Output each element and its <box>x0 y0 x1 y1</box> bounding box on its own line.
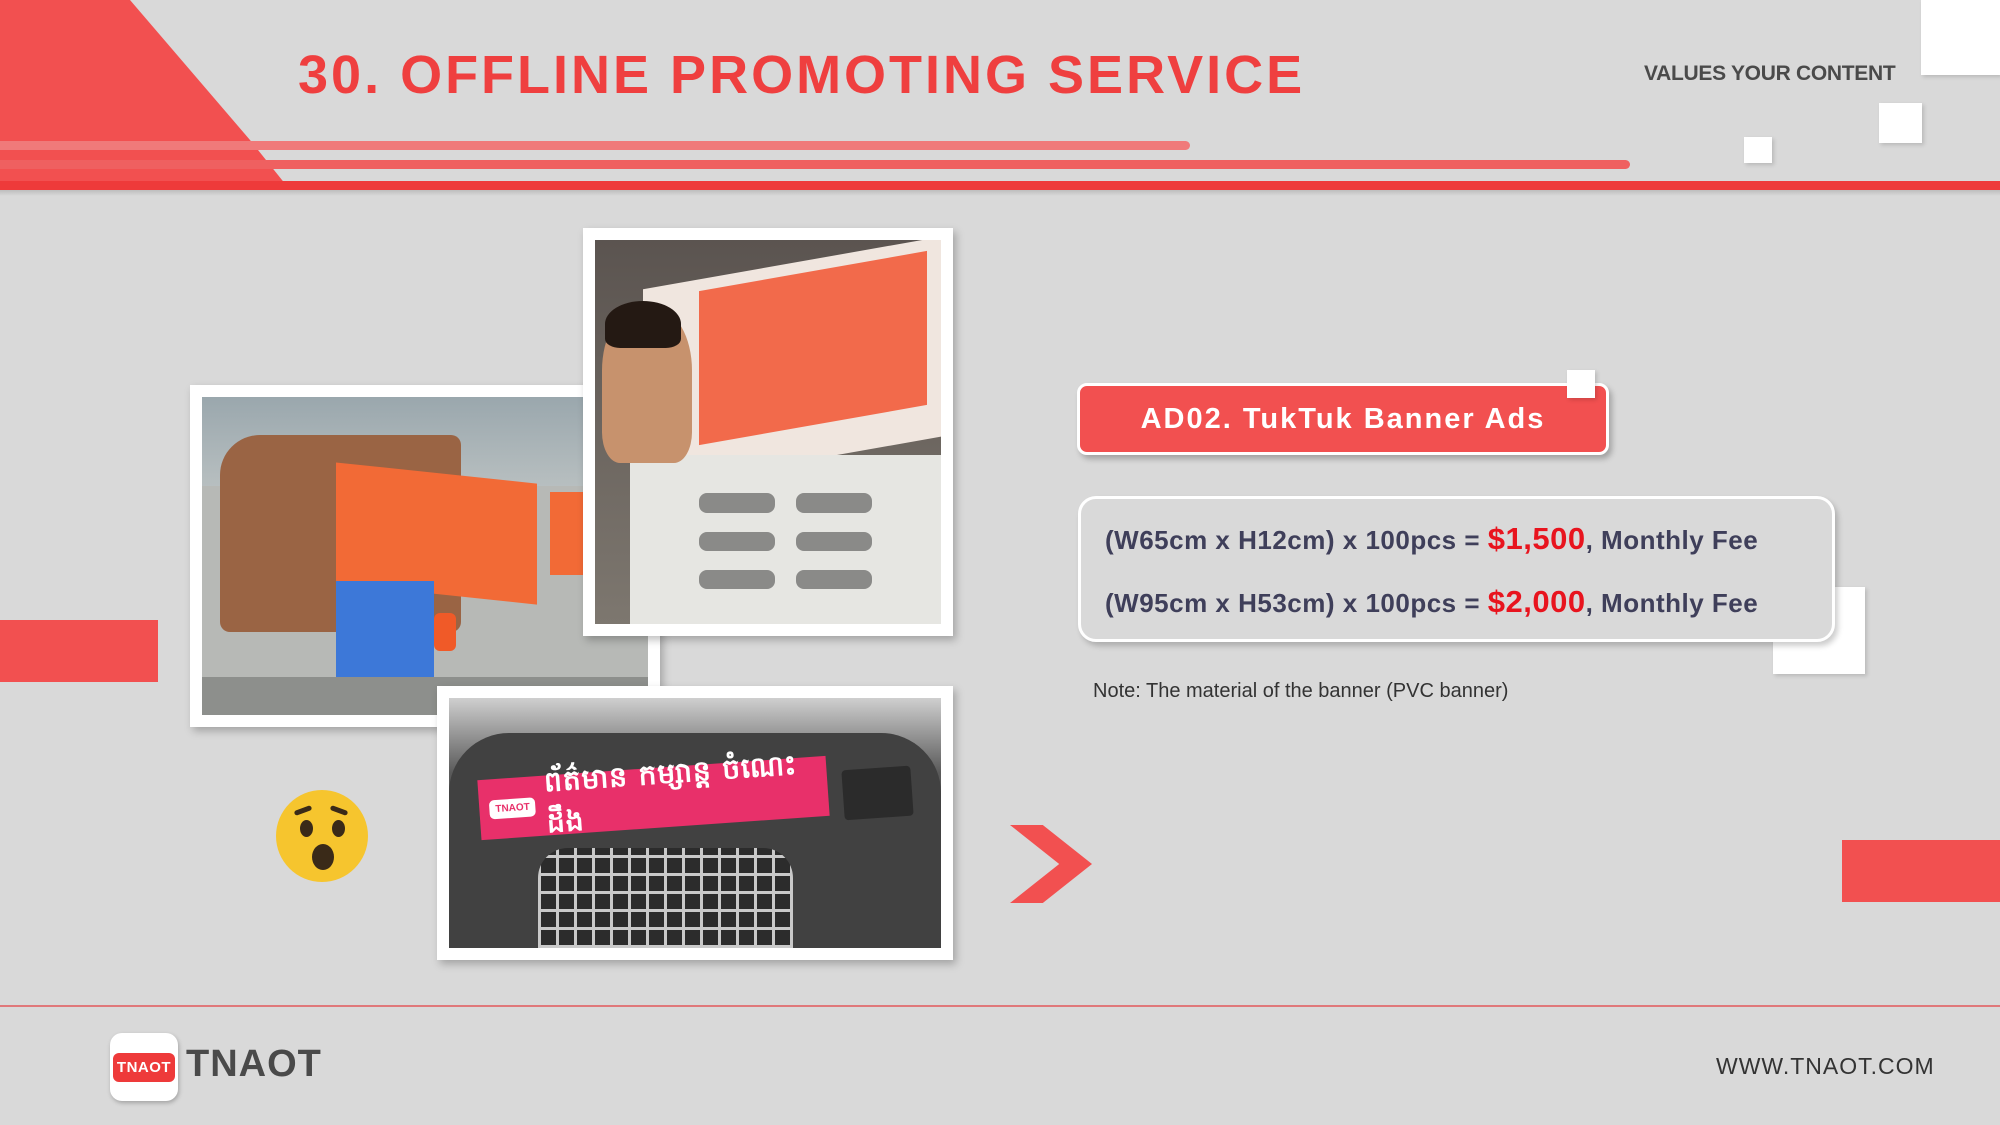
tagline: VALUES YOUR CONTENT <box>1644 62 1896 85</box>
page-title: 30. OFFLINE PROMOTING SERVICE <box>298 45 1306 105</box>
decorative-square <box>1879 103 1922 143</box>
price-suffix: , Monthly Fee <box>1585 525 1759 555</box>
right-accent-bar <box>1842 840 2000 902</box>
price-box: (W65cm x H12cm) x 100pcs = $1,500, Month… <box>1078 496 1835 642</box>
material-note: Note: The material of the banner (PVC ba… <box>1093 680 1509 702</box>
header-stripe <box>0 160 1630 169</box>
price-spec: (W65cm x H12cm) x 100pcs = <box>1105 525 1481 555</box>
chevron-right-icon <box>1010 825 1092 903</box>
decorative-square <box>1921 0 2000 75</box>
tnaot-logo: TNAOT <box>110 1033 178 1101</box>
header-stripe <box>0 141 1190 150</box>
header-stripe <box>0 181 2000 190</box>
tuktuk-banner-photo: TNAOT ព័ត៌មាន កម្សាន្ត ចំណេះដឹង <box>437 686 953 960</box>
website-url: WWW.TNAOT.COM <box>1716 1053 1935 1079</box>
price-line: (W65cm x H12cm) x 100pcs = $1,500, Month… <box>1105 521 1758 557</box>
price-amount: $1,500 <box>1487 521 1586 556</box>
left-accent-bar <box>0 620 158 682</box>
ad-title-badge: AD02. TukTuk Banner Ads <box>1077 383 1609 455</box>
logo-badge: TNAOT <box>112 1052 176 1082</box>
price-amount: $2,000 <box>1487 584 1586 619</box>
brand-name: TNAOT <box>186 1043 322 1085</box>
price-line: (W95cm x H53cm) x 100pcs = $2,000, Month… <box>1105 584 1758 620</box>
decorative-square <box>1567 370 1595 398</box>
app-store-badges <box>840 765 914 821</box>
ad-title: AD02. TukTuk Banner Ads <box>1140 402 1546 435</box>
decorative-square <box>1744 137 1772 163</box>
price-suffix: , Monthly Fee <box>1585 588 1759 618</box>
header-shadow <box>0 190 2000 196</box>
banner-logo: TNAOT <box>488 796 536 819</box>
installer-photo <box>583 228 953 636</box>
footer-divider <box>0 1005 2000 1007</box>
surprised-face-emoji-icon <box>276 790 368 882</box>
price-spec: (W95cm x H53cm) x 100pcs = <box>1105 588 1481 618</box>
tuktuk-side-photo <box>190 385 660 727</box>
